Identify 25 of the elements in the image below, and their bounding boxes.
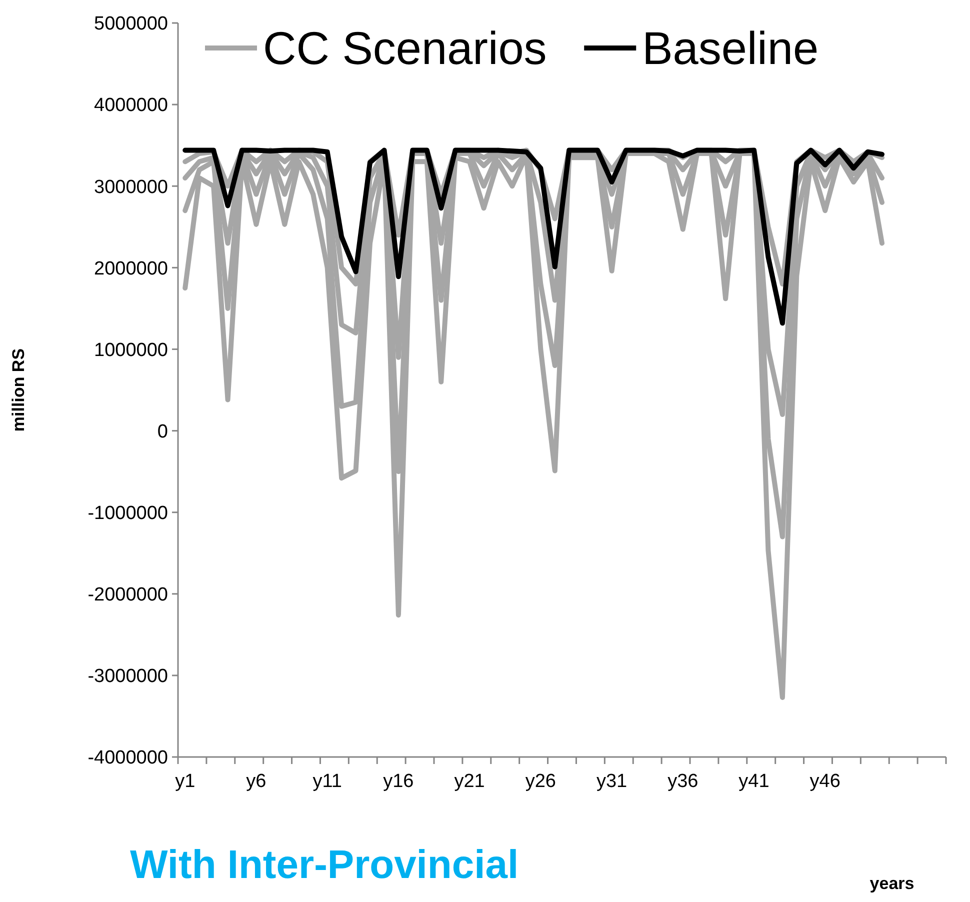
y-tick-label: 0 (157, 421, 168, 442)
y-tick-label: -4000000 (88, 748, 168, 769)
y-axis-title: million RS (9, 348, 28, 432)
x-tick-label: y26 (525, 771, 556, 792)
y-tick-label: -3000000 (88, 666, 168, 688)
x-tick-label: y16 (383, 771, 414, 792)
x-tick-label: y6 (246, 771, 266, 792)
x-tick-label: y46 (810, 771, 840, 792)
x-tick-label: y21 (454, 771, 485, 792)
y-tick-label: -1000000 (88, 502, 168, 524)
x-tick-label: y1 (175, 771, 196, 792)
y-tick-label: 3000000 (94, 176, 168, 198)
legend-label: Baseline (642, 22, 819, 74)
x-tick-label: y36 (668, 771, 698, 792)
x-tick-label: y11 (312, 771, 342, 792)
text: With Inter-Provincial (130, 843, 519, 887)
y-tick-label: 5000000 (94, 14, 168, 35)
x-tick-label: y41 (738, 771, 770, 792)
y-tick-label: -2000000 (88, 584, 168, 606)
legend-label: CC Scenarios (263, 22, 547, 74)
y-tick-label: 4000000 (94, 95, 168, 116)
y-tick-label: 2000000 (94, 258, 168, 280)
x-axis-title: years (870, 874, 914, 893)
y-tick-label: 1000000 (94, 340, 168, 361)
x-tick-label: y31 (596, 771, 628, 792)
